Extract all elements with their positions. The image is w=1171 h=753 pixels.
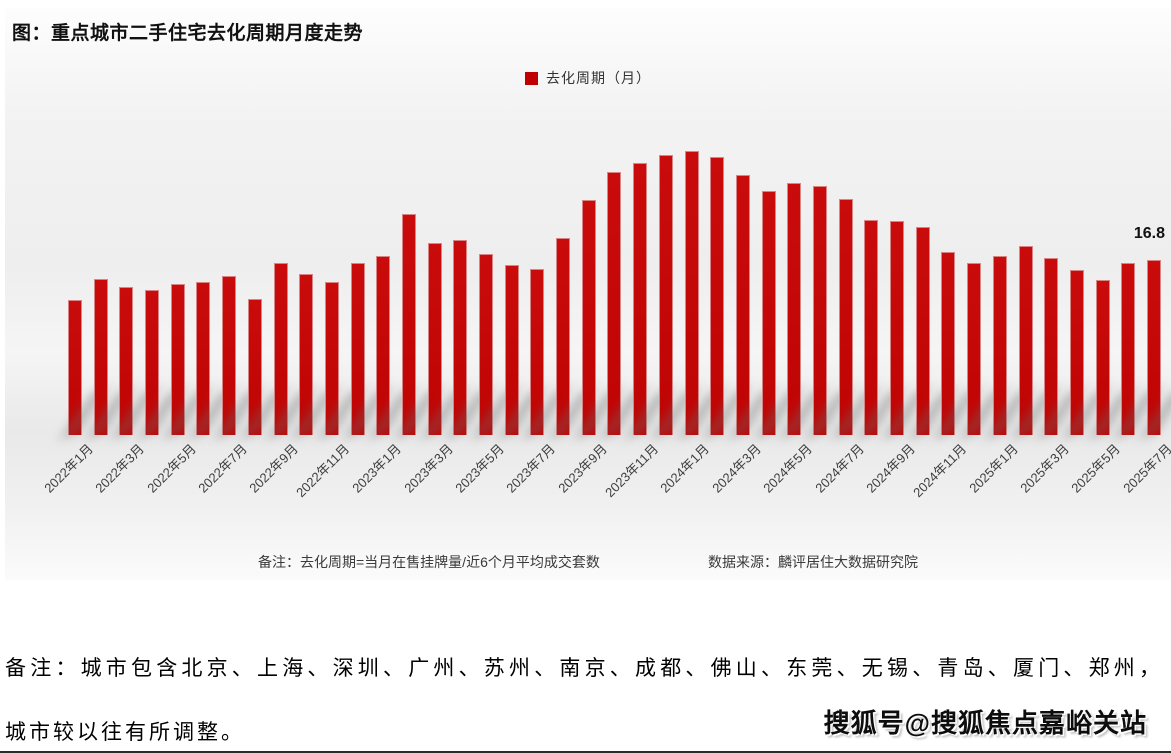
x-axis-tick-label: 2025年5月	[1068, 441, 1124, 496]
x-axis-tick-label: 2023年7月	[503, 441, 559, 496]
chart-panel: 图：重点城市二手住宅去化周期月度走势 去化周期（月） 16.8 2022年1月 2…	[5, 8, 1171, 580]
bar-2024年6月	[813, 186, 827, 435]
bar-2024年11月	[941, 252, 956, 435]
x-axis-tick-label: 2023年11月	[601, 441, 661, 501]
legend-swatch-icon	[525, 71, 538, 85]
bar-2023年5月	[479, 254, 494, 435]
footnote-source: 数据来源：麟评居住大数据研究院	[708, 554, 918, 570]
x-axis-tick-label: 2022年3月	[92, 441, 148, 496]
bar-2023年7月	[530, 269, 545, 435]
bar-2022年1月	[68, 300, 82, 435]
bottom-divider	[0, 751, 1171, 753]
bar-2022年3月	[119, 287, 134, 435]
watermark-text: 搜狐号@搜狐焦点嘉峪关站	[823, 708, 1147, 738]
bar-2025年3月	[1044, 258, 1059, 435]
bottom-note-line2: 城市较以往有所调整。	[5, 720, 245, 744]
bar-2022年10月	[299, 274, 314, 435]
legend-label: 去化周期（月）	[546, 70, 651, 86]
bar-2024年4月	[761, 191, 776, 435]
chart-legend: 去化周期（月）	[5, 68, 1171, 88]
bar-2023年6月	[504, 265, 519, 435]
bar-2023年4月	[453, 240, 468, 435]
bar-2023年2月	[401, 214, 416, 435]
bar-2022年4月	[145, 290, 160, 435]
bar-2024年2月	[710, 157, 725, 435]
x-axis-tick-label: 2024年7月	[811, 441, 867, 496]
x-axis-tick-label: 2023年1月	[349, 441, 405, 496]
bar-2024年1月	[684, 151, 699, 435]
x-axis-tick-label: 2024年1月	[657, 441, 713, 496]
bar-2025年4月	[1069, 270, 1084, 435]
bar-2024年5月	[787, 183, 802, 435]
bar-2025年5月	[1095, 280, 1110, 435]
x-axis-tick-label: 2022年7月	[195, 441, 250, 496]
bar-2025年2月	[1018, 246, 1033, 435]
bar-2024年8月	[864, 220, 879, 435]
bar-2022年6月	[196, 282, 211, 435]
bar-2023年8月	[556, 238, 571, 435]
x-axis-tick-label: 2025年1月	[966, 441, 1021, 496]
x-axis-tick-label: 2022年11月	[293, 441, 353, 501]
bar-plot-area: 16.8 2022年1月 2022年3月 2022年5月 2022年7月 2022年9月…	[5, 8, 1171, 580]
bar-2022年9月	[273, 263, 288, 435]
x-axis-tick-label: 2022年5月	[143, 441, 199, 496]
x-axis-tick-label: 2023年3月	[400, 441, 456, 496]
bar-2024年12月	[967, 263, 982, 435]
x-axis-tick-label: 2024年11月	[910, 441, 970, 501]
last-value-data-label: 16.8	[1133, 225, 1165, 242]
bottom-note-line1: 备注：城市包含北京、上海、深圳、广州、苏州、南京、成都、佛山、东莞、无锡、青岛、…	[5, 656, 1165, 680]
bar-2024年3月	[735, 175, 750, 435]
bar-2023年1月	[376, 256, 391, 435]
bar-2025年7月	[1146, 260, 1161, 435]
bar-2023年10月	[607, 172, 622, 435]
x-axis-tick-label: 2025年3月	[1017, 441, 1072, 496]
bar-2024年9月	[890, 221, 905, 435]
bar-2022年8月	[247, 299, 262, 435]
bar-2023年3月	[427, 243, 442, 435]
bar-2025年6月	[1121, 263, 1136, 435]
bar-2024年10月	[915, 227, 930, 435]
bar-2023年11月	[633, 163, 648, 435]
bar-2022年12月	[350, 263, 365, 435]
bar-2022年7月	[222, 276, 237, 435]
bar-2022年11月	[324, 282, 339, 435]
bar-2025年1月	[992, 256, 1007, 435]
x-axis-tick-label: 2022年1月	[41, 441, 96, 496]
bar-2022年5月	[170, 284, 185, 435]
x-axis-tick-label: 2023年5月	[452, 441, 507, 496]
x-axis-tick-label: 2024年3月	[709, 441, 764, 496]
chart-title: 图：重点城市二手住宅去化周期月度走势	[12, 23, 364, 44]
footnote-definition: 备注：去化周期=当月在售挂牌量/近6个月平均成交套数	[258, 554, 600, 570]
x-axis-tick-label: 2024年5月	[760, 441, 816, 496]
x-axis-tick-label: 2025年7月	[1120, 441, 1171, 496]
bar-2024年7月	[838, 199, 853, 435]
bar-2023年12月	[658, 155, 673, 435]
bar-2022年2月	[93, 279, 108, 435]
bar-2023年9月	[581, 200, 596, 435]
